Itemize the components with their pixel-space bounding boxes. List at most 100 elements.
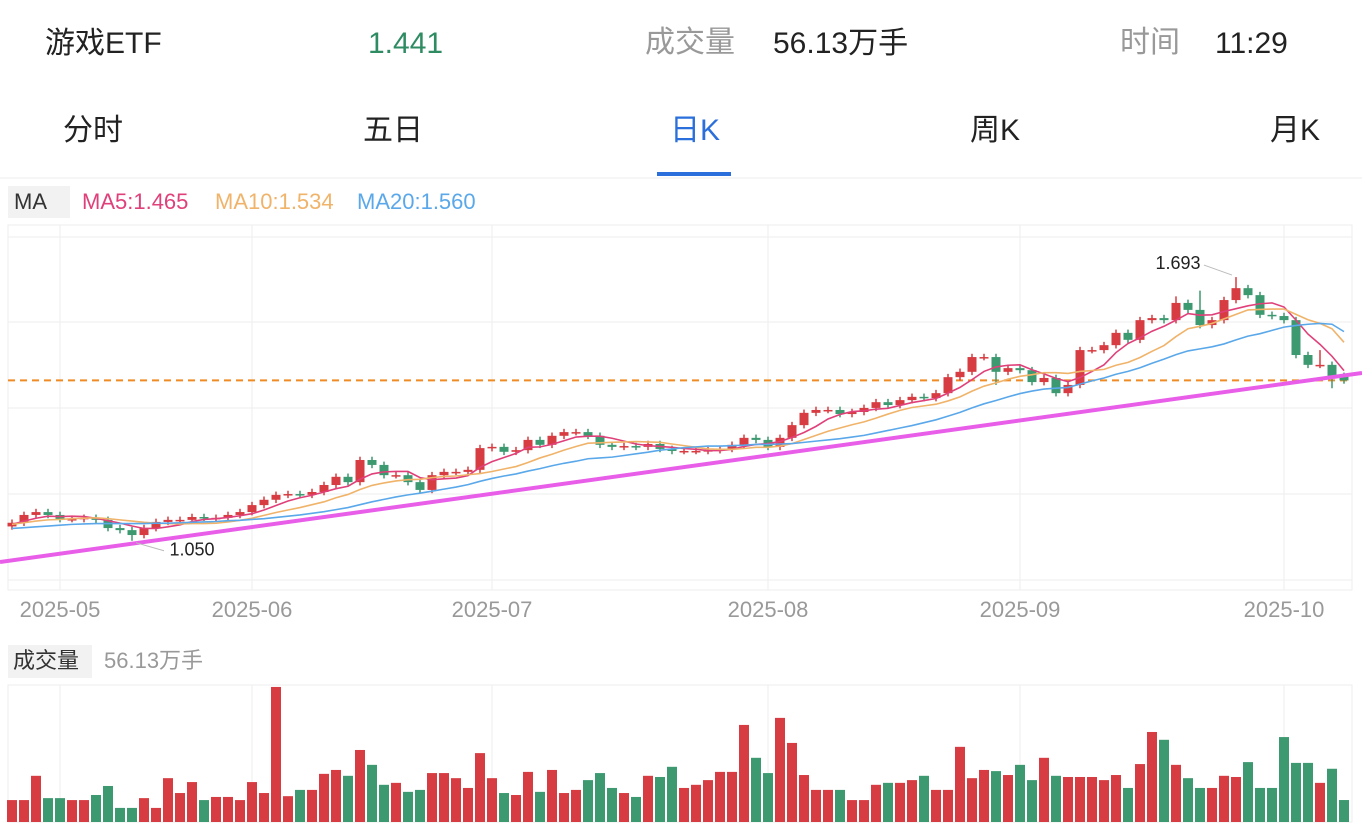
volume-bar — [967, 778, 977, 822]
volume-bar — [1315, 782, 1325, 822]
volume-label: 成交量 — [645, 26, 735, 59]
tab[interactable]: 周K — [970, 114, 1020, 147]
volume-bar — [307, 789, 317, 822]
candle-body — [775, 437, 785, 447]
volume-bar — [127, 807, 137, 822]
candle-body — [1099, 345, 1109, 351]
tab[interactable]: 五日 — [363, 114, 423, 147]
candle-body — [547, 435, 557, 445]
volume-bar — [19, 800, 29, 822]
candle-body — [1195, 309, 1205, 326]
candle-body — [967, 357, 977, 372]
candle-body — [979, 357, 989, 359]
volume-bar — [223, 796, 233, 822]
volume-bar — [103, 785, 113, 822]
candle-body — [1087, 350, 1097, 352]
volume-bar — [163, 778, 173, 822]
candle-body — [223, 514, 233, 518]
volume-bar — [1255, 787, 1265, 822]
tab-underline — [657, 172, 731, 176]
candle-body — [583, 432, 593, 436]
volume-bar — [7, 800, 17, 822]
volume-bar — [1159, 739, 1169, 822]
candle-body — [127, 530, 137, 536]
volume-bar — [583, 780, 593, 822]
volume-bar — [523, 771, 533, 822]
candle-body — [331, 476, 341, 486]
candle-body — [571, 432, 581, 434]
candle-body — [919, 396, 929, 399]
candle-body — [403, 475, 413, 483]
candle-body — [67, 519, 77, 521]
candle-body — [379, 464, 389, 476]
volume-bar — [463, 787, 473, 822]
candle-body — [163, 519, 173, 522]
volume-bar — [1267, 787, 1277, 822]
x-tick-label: 2025-08 — [728, 597, 809, 622]
price: 1.441 — [368, 27, 443, 60]
volume-bar — [331, 769, 341, 822]
volume-bar — [943, 789, 953, 822]
volume-bar — [295, 789, 305, 822]
candle-body — [943, 377, 953, 394]
ma-badge — [8, 186, 70, 218]
candle-body — [1279, 316, 1289, 321]
candle-body — [7, 522, 17, 527]
candle-body — [391, 475, 401, 477]
candle-body — [487, 446, 497, 449]
volume-bar — [475, 753, 485, 822]
candle-body — [991, 357, 1001, 372]
tab[interactable]: 月K — [1270, 114, 1320, 147]
candle-body — [247, 505, 257, 513]
volume-bar — [367, 764, 377, 822]
candle-body — [1327, 364, 1337, 376]
volume-bar — [559, 793, 569, 822]
volume-bar — [691, 784, 701, 822]
candle-body — [691, 450, 701, 453]
candle-body — [1267, 314, 1277, 317]
volume-bar — [763, 773, 773, 822]
volume-bar — [631, 796, 641, 822]
volume-bar — [487, 778, 497, 822]
volume-bar — [271, 686, 281, 822]
candle-body — [1243, 288, 1253, 296]
plot — [7, 225, 1352, 822]
candle-body — [1111, 332, 1121, 346]
volume-bar — [415, 789, 425, 822]
volume-bar — [1039, 757, 1049, 822]
annotation-connector — [135, 542, 165, 552]
volume-bar — [211, 796, 221, 822]
candle-body — [1147, 318, 1157, 321]
volume-bar — [1243, 762, 1253, 822]
candle-body — [1219, 300, 1229, 321]
candle-body — [1171, 302, 1181, 321]
legend-entry: MA10:1.534 — [215, 189, 334, 214]
volume-bar — [1303, 762, 1313, 822]
candle-body — [1051, 377, 1061, 394]
volume-bar — [283, 796, 293, 822]
volume-bar — [199, 800, 209, 822]
horizontal-grid — [8, 236, 1352, 581]
tab[interactable]: 分时 — [63, 114, 123, 147]
volume-bar — [955, 746, 965, 822]
candle-body — [355, 459, 365, 483]
legend-entry: MA20:1.560 — [357, 189, 476, 214]
volume-bar — [451, 778, 461, 822]
volume-bar — [1135, 764, 1145, 822]
candle-body — [475, 448, 485, 470]
candle-body — [115, 528, 125, 531]
candle-body — [259, 499, 269, 506]
candle-body — [619, 446, 629, 448]
candle-body — [523, 439, 533, 451]
volume-bar — [571, 789, 581, 822]
volume-bar — [919, 775, 929, 822]
tab[interactable]: 日K — [670, 114, 720, 147]
volume-bar — [775, 717, 785, 822]
candle-body — [751, 437, 761, 440]
annotation: 1.693 — [1155, 253, 1200, 273]
candle-body — [1063, 384, 1073, 394]
volume-bar — [1111, 775, 1121, 822]
candle-body — [307, 491, 317, 495]
volume-bar — [43, 798, 53, 822]
candle-body — [451, 471, 461, 474]
